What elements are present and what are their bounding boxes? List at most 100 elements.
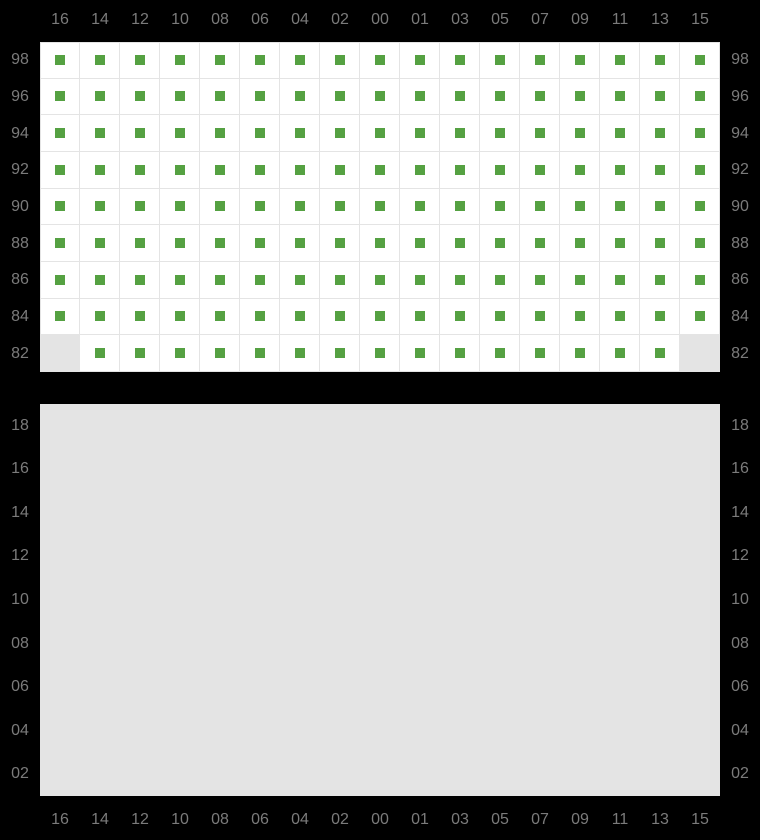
cell-bottom-r08-c09 <box>560 622 600 666</box>
marker-top-r86-c12 <box>135 275 145 285</box>
marker-top-r98-c03 <box>455 55 465 65</box>
cell-top-r94-c00 <box>360 115 400 152</box>
marker-top-r84-c01 <box>415 311 425 321</box>
cell-bottom-r12-c13 <box>640 535 680 579</box>
cell-top-r86-c04 <box>280 262 320 299</box>
cell-top-r88-c04 <box>280 225 320 262</box>
cell-top-r94-c02 <box>320 115 360 152</box>
cell-bottom-r08-c06 <box>240 622 280 666</box>
cell-top-r86-c12 <box>120 262 160 299</box>
cell-top-r92-c05 <box>480 152 520 189</box>
cell-bottom-r06-c06 <box>240 665 280 709</box>
cell-top-r90-c00 <box>360 189 400 226</box>
panel-top <box>40 42 720 372</box>
col-label-top-03: 03 <box>440 12 480 28</box>
cell-bottom-r06-c04 <box>280 665 320 709</box>
cell-top-r88-c07 <box>520 225 560 262</box>
marker-top-r94-c03 <box>455 128 465 138</box>
cell-top-r96-c04 <box>280 79 320 116</box>
cell-bottom-r10-c05 <box>480 578 520 622</box>
cell-bottom-r04-c16 <box>40 709 80 753</box>
marker-top-r96-c02 <box>335 91 345 101</box>
marker-top-r96-c01 <box>415 91 425 101</box>
cell-top-r94-c15 <box>680 115 720 152</box>
marker-top-r88-c10 <box>175 238 185 248</box>
cell-bottom-r14-c06 <box>240 491 280 535</box>
marker-top-r86-c09 <box>575 275 585 285</box>
cell-top-r96-c01 <box>400 79 440 116</box>
cell-bottom-r12-c05 <box>480 535 520 579</box>
cell-top-r84-c04 <box>280 299 320 336</box>
cell-top-r86-c01 <box>400 262 440 299</box>
row-label-right-top-86: 86 <box>720 272 760 288</box>
cell-bottom-r06-c01 <box>400 665 440 709</box>
marker-top-r84-c07 <box>535 311 545 321</box>
cell-top-r88-c06 <box>240 225 280 262</box>
marker-top-r82-c10 <box>175 348 185 358</box>
cell-top-r84-c10 <box>160 299 200 336</box>
row-label-right-bottom-02: 02 <box>720 766 760 782</box>
cell-top-r86-c02 <box>320 262 360 299</box>
col-label-top-16: 16 <box>40 12 80 28</box>
row-label-left-top-94: 94 <box>0 126 40 142</box>
cell-top-r90-c07 <box>520 189 560 226</box>
cell-top-r86-c07 <box>520 262 560 299</box>
marker-top-r96-c12 <box>135 91 145 101</box>
marker-top-r90-c07 <box>535 201 545 211</box>
row-label-right-bottom-14: 14 <box>720 505 760 521</box>
col-label-top-05: 05 <box>480 12 520 28</box>
cell-bottom-r18-c08 <box>200 404 240 448</box>
cell-top-r88-c16 <box>40 225 80 262</box>
marker-top-r96-c14 <box>95 91 105 101</box>
marker-top-r84-c09 <box>575 311 585 321</box>
cell-bottom-r02-c15 <box>680 752 720 796</box>
marker-top-r96-c13 <box>655 91 665 101</box>
cell-bottom-r18-c11 <box>600 404 640 448</box>
cell-top-r88-c11 <box>600 225 640 262</box>
cell-top-r88-c05 <box>480 225 520 262</box>
marker-top-r96-c15 <box>695 91 705 101</box>
cell-top-r96-c08 <box>200 79 240 116</box>
marker-top-r82-c03 <box>455 348 465 358</box>
cell-bottom-r16-c15 <box>680 448 720 492</box>
marker-top-r86-c05 <box>495 275 505 285</box>
marker-top-r86-c02 <box>335 275 345 285</box>
cell-bottom-r16-c11 <box>600 448 640 492</box>
cell-bottom-r06-c15 <box>680 665 720 709</box>
cell-top-r82-c03 <box>440 335 480 372</box>
cell-bottom-r12-c06 <box>240 535 280 579</box>
marker-top-r98-c02 <box>335 55 345 65</box>
cell-bottom-r06-c10 <box>160 665 200 709</box>
marker-top-r92-c14 <box>95 165 105 175</box>
marker-top-r98-c05 <box>495 55 505 65</box>
col-label-top-11: 11 <box>600 12 640 28</box>
marker-top-r84-c13 <box>655 311 665 321</box>
marker-top-r84-c12 <box>135 311 145 321</box>
cell-bottom-r18-c16 <box>40 404 80 448</box>
cell-top-r86-c00 <box>360 262 400 299</box>
cell-top-r88-c03 <box>440 225 480 262</box>
cell-bottom-r04-c10 <box>160 709 200 753</box>
cell-top-r88-c10 <box>160 225 200 262</box>
col-label-top-12: 12 <box>120 12 160 28</box>
cell-top-r90-c13 <box>640 189 680 226</box>
cell-top-r82-c15 <box>680 335 720 372</box>
cell-bottom-r10-c00 <box>360 578 400 622</box>
cell-bottom-r18-c03 <box>440 404 480 448</box>
marker-top-r92-c01 <box>415 165 425 175</box>
cell-top-r84-c13 <box>640 299 680 336</box>
cell-top-r88-c08 <box>200 225 240 262</box>
cell-top-r98-c13 <box>640 42 680 79</box>
cell-top-r94-c06 <box>240 115 280 152</box>
cell-top-r92-c16 <box>40 152 80 189</box>
col-label-bottom-01: 01 <box>400 812 440 828</box>
marker-top-r98-c04 <box>295 55 305 65</box>
cell-top-r84-c14 <box>80 299 120 336</box>
marker-top-r92-c13 <box>655 165 665 175</box>
cell-top-r84-c15 <box>680 299 720 336</box>
cell-top-r82-c00 <box>360 335 400 372</box>
cell-bottom-r18-c13 <box>640 404 680 448</box>
row-label-right-bottom-06: 06 <box>720 679 760 695</box>
cell-bottom-r10-c15 <box>680 578 720 622</box>
marker-top-r88-c13 <box>655 238 665 248</box>
